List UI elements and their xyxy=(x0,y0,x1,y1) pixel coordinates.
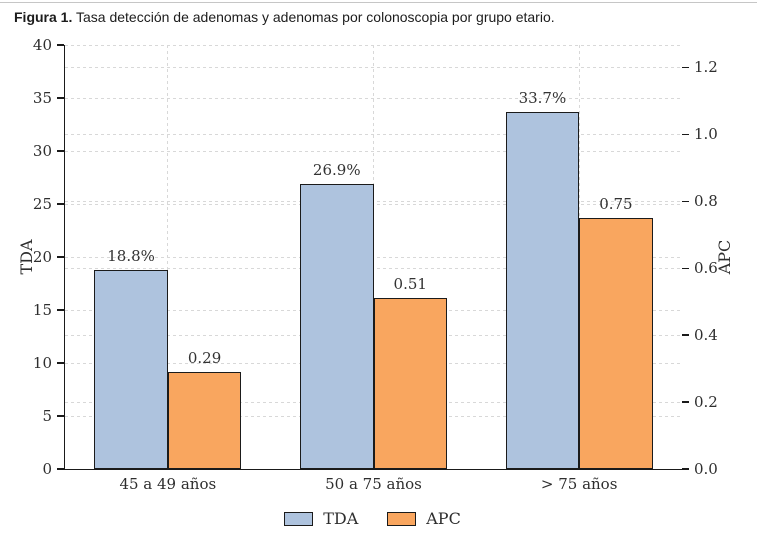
page-top-border xyxy=(0,2,757,3)
right-axis-tick xyxy=(682,66,689,69)
legend: TDA APC xyxy=(64,509,681,528)
bar-value-label: 26.9% xyxy=(312,160,361,179)
left-axis-tick-label: 35 xyxy=(32,89,52,107)
legend-label-apc: APC xyxy=(426,509,461,528)
bar-value-label: 0.51 xyxy=(393,275,427,294)
left-axis-tick xyxy=(56,44,64,46)
gridline-vertical xyxy=(167,45,169,469)
right-axis-tick-label: 1.0 xyxy=(694,125,718,144)
figure-title-number: Figura 1. xyxy=(14,9,73,25)
left-axis-tick xyxy=(56,256,64,258)
right-axis-tick-label: 0.6 xyxy=(694,259,718,278)
legend-label-tda: TDA xyxy=(323,509,359,528)
bar-apc-1 xyxy=(373,298,447,469)
left-axis-tick xyxy=(56,203,64,205)
x-tick-label: 50 a 75 años xyxy=(325,475,422,493)
bar-value-label: 0.75 xyxy=(599,195,633,214)
left-axis-tick xyxy=(56,309,64,311)
left-axis-tick-label: 15 xyxy=(32,301,52,319)
right-axis-tick xyxy=(682,401,689,403)
bar-tda-0 xyxy=(94,269,168,469)
left-axis-tick xyxy=(56,97,64,99)
bar-tda-2 xyxy=(505,111,580,469)
legend-swatch-apc xyxy=(387,511,417,526)
bar-tda-1 xyxy=(300,183,374,469)
legend-item-apc: APC xyxy=(387,509,461,528)
right-axis-tick xyxy=(682,133,689,136)
right-axis-tick-label: 0.2 xyxy=(694,393,718,412)
left-axis-tick-label: 20 xyxy=(32,248,52,266)
figure-title-text: Tasa detección de adenomas y adenomas po… xyxy=(72,9,555,25)
plot-area: TDA APC 45 a 49 años 50 a 75 años > 75 año… xyxy=(17,36,734,493)
bar-value-label: 0.29 xyxy=(187,348,222,367)
figure-title: Figura 1. Tasa detección de adenomas y a… xyxy=(14,7,555,27)
right-axis-tick xyxy=(682,334,689,336)
left-axis-tick-label: 40 xyxy=(32,36,52,54)
left-axis-tick-label: 30 xyxy=(32,142,52,160)
left-axis-tick-label: 25 xyxy=(32,195,52,213)
left-axis-tick xyxy=(56,362,64,364)
right-axis-tick-label: 1.2 xyxy=(694,58,718,77)
bar-apc-2 xyxy=(579,218,653,469)
right-axis-tick-label: 0.0 xyxy=(694,460,718,478)
right-axis-tick xyxy=(682,200,689,202)
left-axis-tick xyxy=(56,468,64,470)
bar-apc-0 xyxy=(167,371,242,469)
left-axis-tick xyxy=(56,415,64,417)
right-axis-tick-label: 0.4 xyxy=(694,326,718,345)
left-axis-tick-label: 0 xyxy=(42,460,52,478)
x-tick-label: > 75 años xyxy=(540,475,618,493)
right-axis-title: APC xyxy=(715,239,734,275)
right-axis-tick xyxy=(682,267,689,269)
bar-value-label: 18.8% xyxy=(107,246,155,265)
right-axis-tick xyxy=(682,468,689,470)
left-axis-tick-label: 10 xyxy=(32,354,52,372)
left-axis-tick-label: 5 xyxy=(42,407,52,425)
bar-value-label: 33.7% xyxy=(518,88,567,107)
legend-item-tda: TDA xyxy=(284,509,358,528)
x-tick-label: 45 a 49 años xyxy=(119,475,217,493)
left-axis-tick xyxy=(56,150,64,152)
gridline-vertical xyxy=(373,45,374,469)
right-axis-tick-label: 0.8 xyxy=(694,192,718,211)
legend-swatch-tda xyxy=(284,511,314,526)
